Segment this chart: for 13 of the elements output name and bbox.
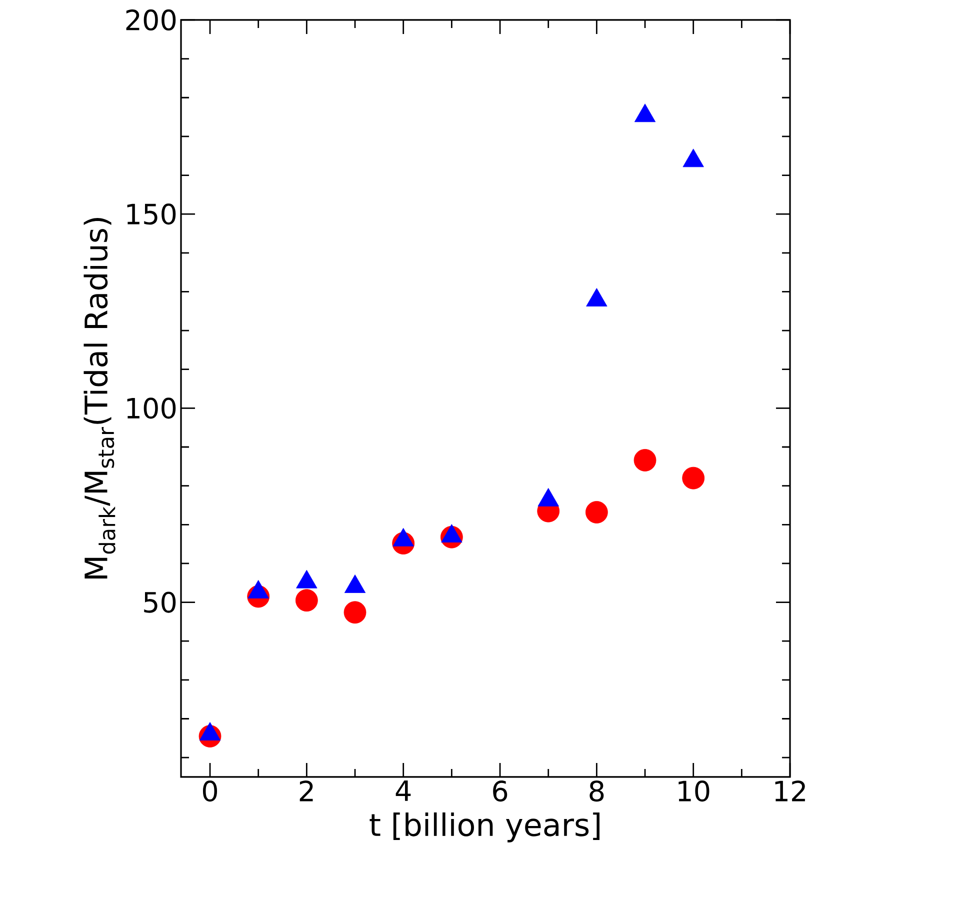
y-axis-title: M$_{dark}$/M$_{star}$(Tidal Radius)	[84, 218, 116, 578]
x-tick-label: 6	[493, 780, 508, 802]
y-tick-label: 50	[144, 592, 176, 613]
x-tick-label: 12	[775, 780, 805, 802]
x-axis-title: t [billion years]	[370, 812, 600, 842]
x-tick-label: 4	[396, 780, 411, 801]
y-tick-label: 150	[127, 204, 176, 225]
x-tick-label: 0	[202, 780, 218, 802]
x-tick-label: 10	[678, 780, 710, 802]
x-tick-label: 2	[300, 780, 313, 802]
y-tick-label: 100	[127, 398, 176, 419]
x-tick-label: 8	[590, 780, 604, 802]
y-tick-label: 200	[126, 9, 176, 31]
